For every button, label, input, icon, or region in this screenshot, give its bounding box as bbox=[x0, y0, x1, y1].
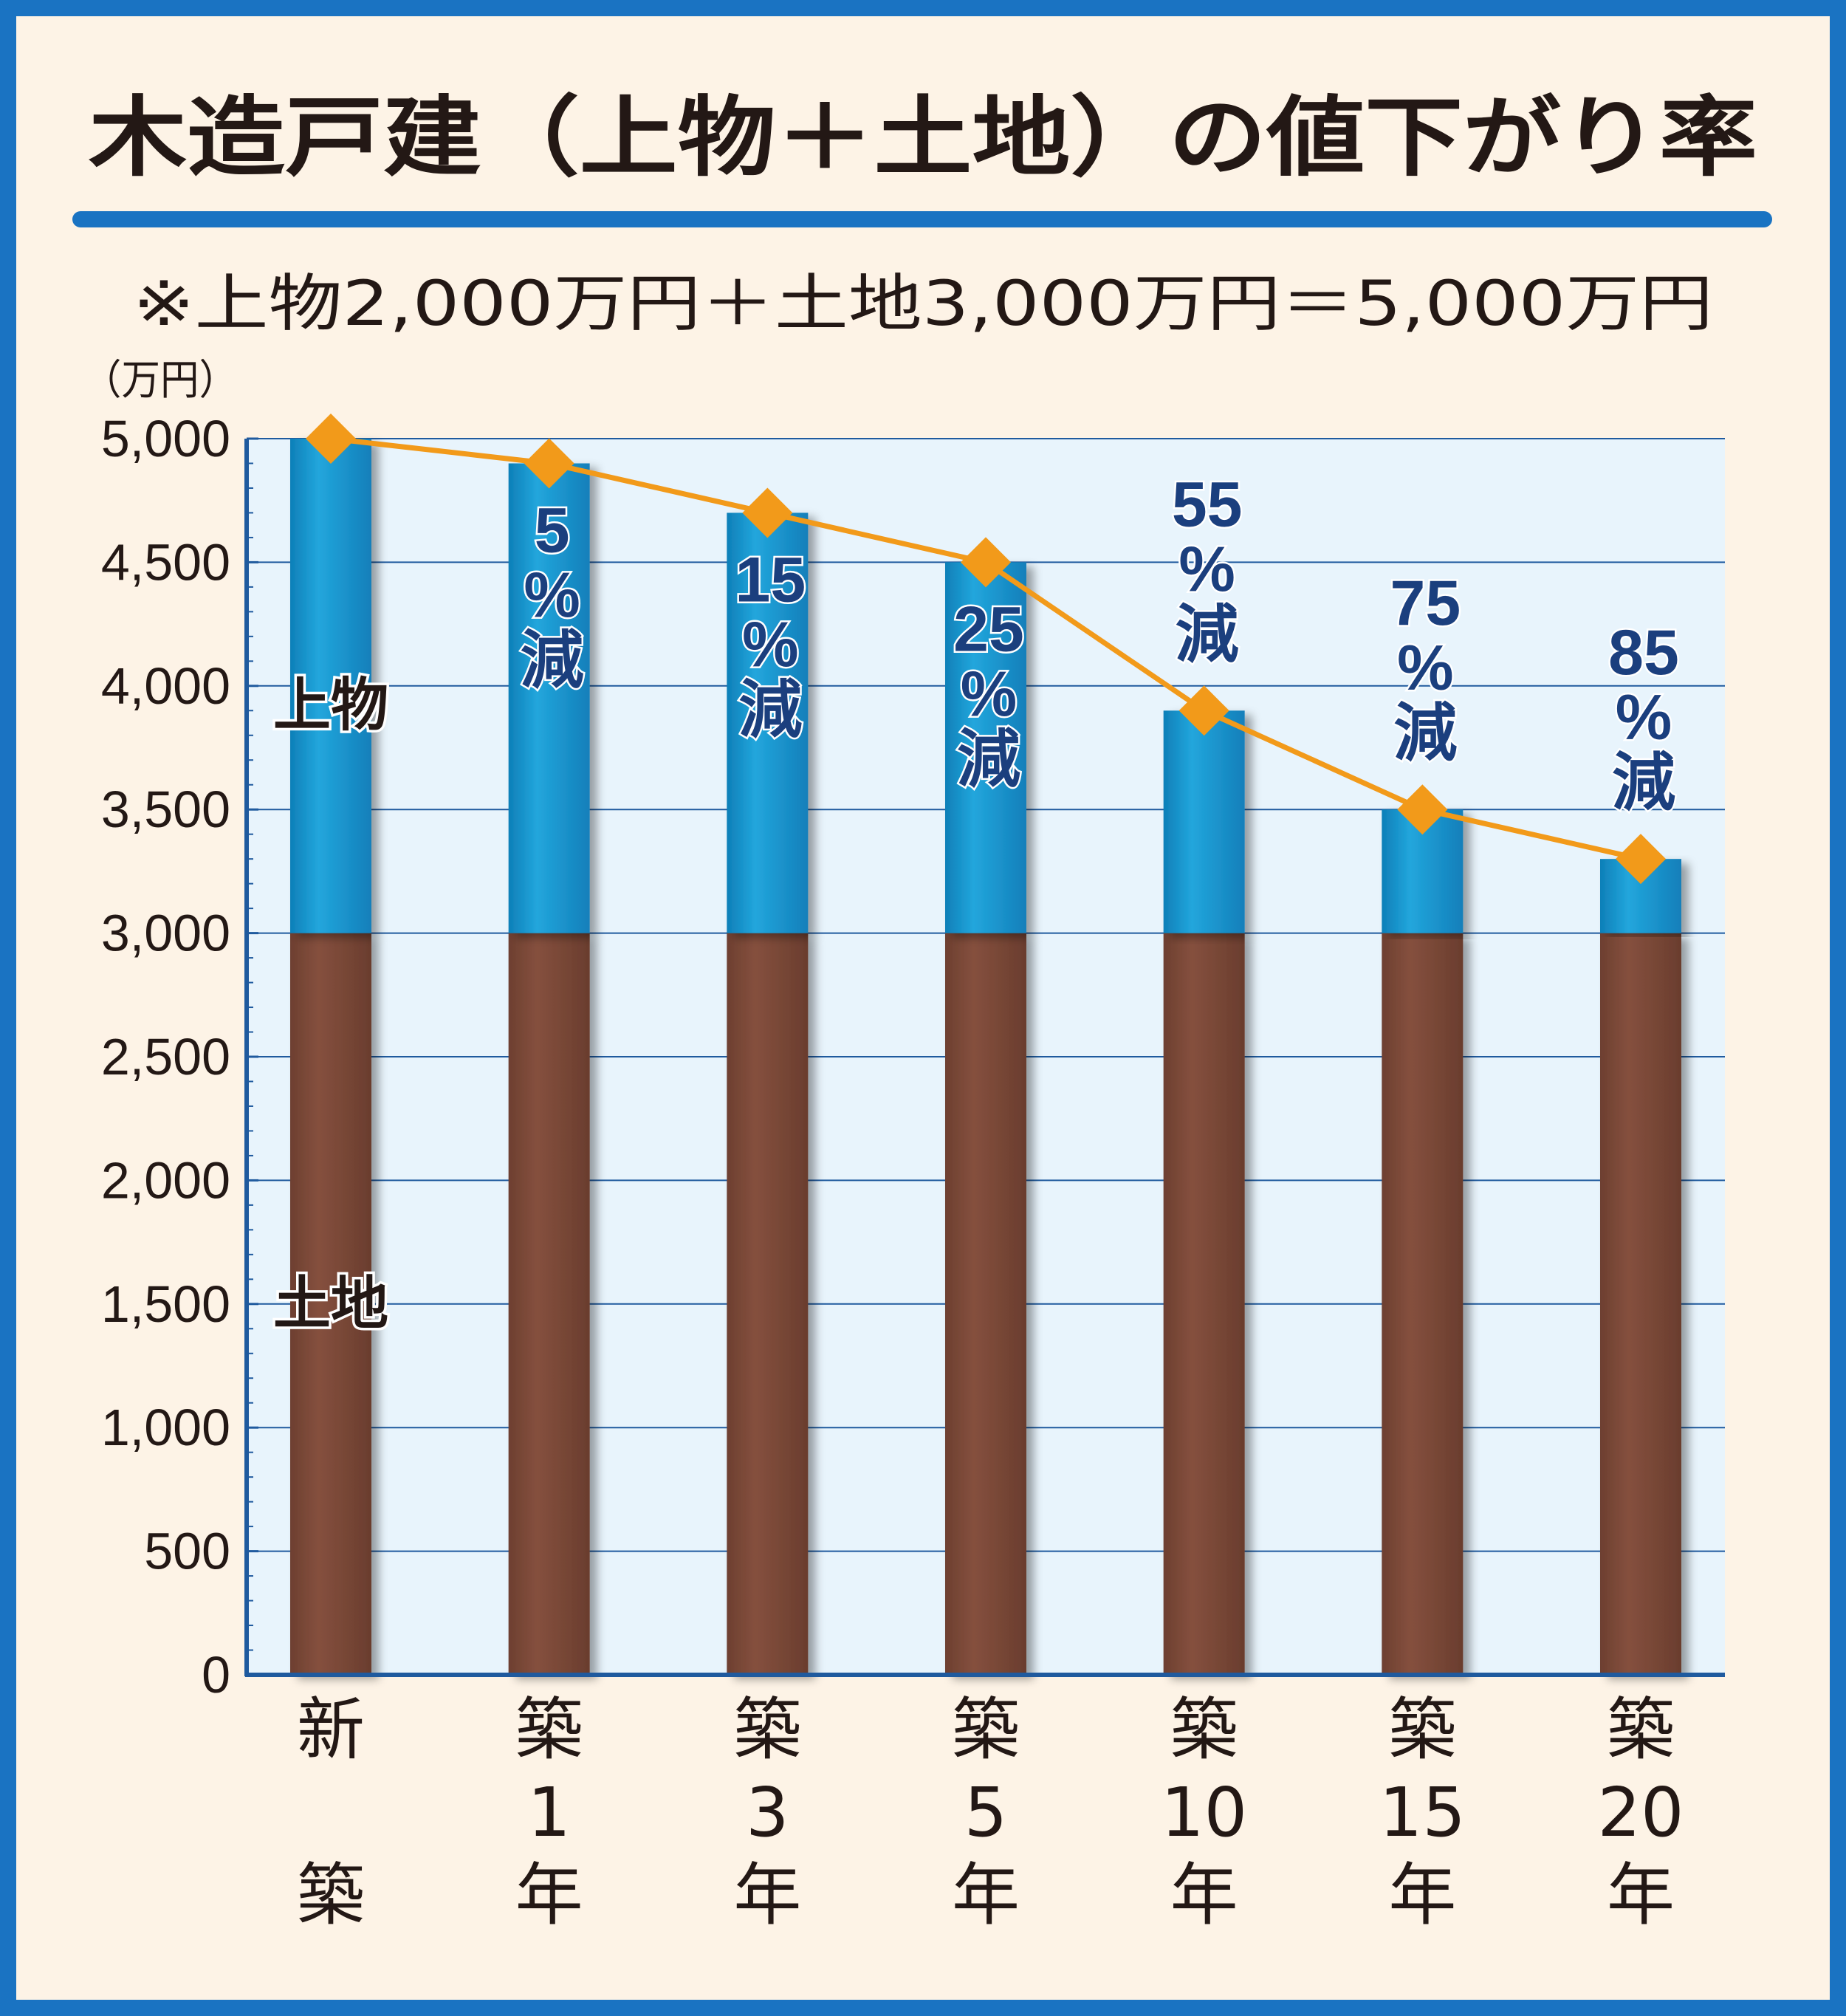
y-tick-label: 2,500 bbox=[101, 1028, 230, 1086]
x-tick-label: 10 bbox=[1161, 1773, 1247, 1852]
x-tick-label: 年 bbox=[952, 1856, 1020, 1935]
chart: 木造戸建（上物＋土地）の値下がり率 ※上物2,000万円＋土地3,000万円＝5… bbox=[72, 86, 1772, 1935]
line-point bbox=[961, 537, 1011, 588]
y-tick-label: 4,500 bbox=[101, 533, 230, 591]
line-point bbox=[524, 438, 574, 489]
x-tick-label: 年 bbox=[1388, 1856, 1456, 1935]
y-tick-label: 3,500 bbox=[101, 781, 230, 838]
reduction-label: 75 bbox=[1390, 568, 1461, 639]
bar-land bbox=[1600, 933, 1681, 1675]
reduction-label: % bbox=[1616, 682, 1672, 753]
x-tick-label: 築 bbox=[515, 1690, 583, 1769]
reduction-label: % bbox=[1178, 534, 1235, 605]
line-point bbox=[1178, 685, 1229, 736]
reduction-label: 減 bbox=[1612, 747, 1675, 818]
bar-building bbox=[290, 439, 371, 933]
reduction-label: 減 bbox=[957, 724, 1020, 795]
reduction-label: 減 bbox=[1393, 698, 1457, 769]
x-tick-label: 3 bbox=[746, 1773, 789, 1852]
bar-land bbox=[945, 933, 1026, 1675]
bar-land bbox=[727, 933, 809, 1675]
x-tick-label: 15 bbox=[1379, 1773, 1466, 1852]
x-tick-label: 年 bbox=[515, 1856, 583, 1935]
reduction-label: 55 bbox=[1172, 469, 1243, 540]
reduction-label: 減 bbox=[521, 625, 584, 696]
line-point bbox=[742, 487, 793, 538]
series-label-land: 土地 bbox=[273, 1271, 388, 1337]
line-point bbox=[1616, 834, 1666, 885]
reduction-label: % bbox=[1397, 633, 1453, 704]
x-tick-label: 築 bbox=[1170, 1690, 1238, 1769]
y-axis-unit: （万円） bbox=[83, 357, 238, 405]
y-tick-label: 3,000 bbox=[101, 905, 230, 962]
bar-land bbox=[1382, 933, 1464, 1675]
plot-area: 0 500 1,000 1,500 2,000 2,500 3,000 3,500 4,000 4… bbox=[101, 410, 1725, 1935]
series-label-building: 上物 bbox=[273, 673, 388, 739]
y-tick-label: 1,500 bbox=[101, 1275, 230, 1333]
bar-land bbox=[1163, 933, 1245, 1675]
x-tick-label: 築 bbox=[952, 1690, 1020, 1769]
y-tick-label: 4,000 bbox=[101, 657, 230, 715]
reduction-label: 減 bbox=[738, 674, 802, 745]
bar-building bbox=[1163, 710, 1245, 933]
y-tick-label: 0 bbox=[202, 1646, 230, 1704]
x-tick-label: 新 bbox=[297, 1690, 365, 1769]
y-tick-label: 5,000 bbox=[101, 410, 230, 467]
x-tick-label: 築 bbox=[297, 1856, 365, 1935]
reduction-label: 5 bbox=[535, 495, 570, 566]
bar-land bbox=[290, 933, 371, 1675]
y-tick-label: 500 bbox=[144, 1523, 230, 1580]
reduction-label: 減 bbox=[1176, 599, 1239, 670]
x-tick-label: 築 bbox=[733, 1690, 801, 1769]
reduction-label: % bbox=[961, 659, 1017, 730]
x-tick-label: 20 bbox=[1597, 1773, 1684, 1852]
x-tick-label: 築 bbox=[1607, 1690, 1675, 1769]
y-tick-label: 2,000 bbox=[101, 1151, 230, 1209]
bar-building bbox=[727, 512, 809, 933]
x-tick-label: 年 bbox=[1607, 1856, 1675, 1935]
line-point bbox=[306, 414, 356, 464]
reduction-label: % bbox=[742, 609, 798, 680]
reduction-label: 25 bbox=[953, 594, 1024, 665]
bar-building bbox=[508, 463, 590, 933]
reduction-label: 85 bbox=[1608, 617, 1679, 688]
bar-land bbox=[508, 933, 590, 1675]
line-point bbox=[1397, 784, 1448, 835]
bar-building bbox=[945, 562, 1026, 933]
chart-title: 木造戸建（上物＋土地）の値下がり率 bbox=[89, 86, 1757, 188]
reduction-label: % bbox=[524, 560, 580, 631]
reduction-label: 15 bbox=[735, 544, 806, 615]
x-tick-label: 年 bbox=[1170, 1856, 1238, 1935]
x-tick-label: 1 bbox=[527, 1773, 571, 1852]
chart-frame: 木造戸建（上物＋土地）の値下がり率 ※上物2,000万円＋土地3,000万円＝5… bbox=[16, 16, 1830, 2000]
title-underline bbox=[72, 211, 1772, 227]
x-tick-label: 5 bbox=[964, 1773, 1008, 1852]
x-tick-label: 築 bbox=[1388, 1690, 1456, 1769]
x-tick-label: 年 bbox=[733, 1856, 801, 1935]
y-tick-label: 1,000 bbox=[101, 1399, 230, 1456]
chart-subtitle: ※上物2,000万円＋土地3,000万円＝5,000万円 bbox=[133, 267, 1713, 340]
